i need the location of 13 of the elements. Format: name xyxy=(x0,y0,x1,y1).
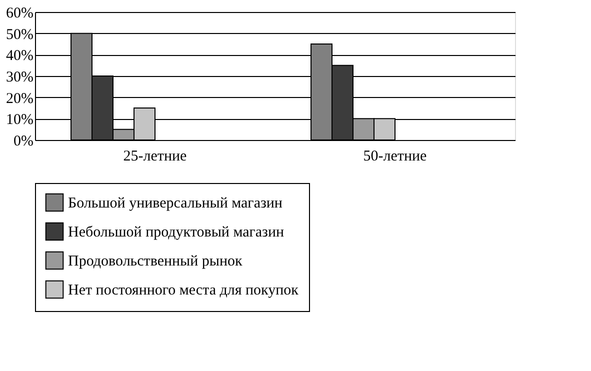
legend-label: Большой универсальный магазин xyxy=(68,196,282,212)
y-tick-label: 40% xyxy=(6,48,34,64)
y-tick-label: 50% xyxy=(6,26,34,43)
y-tick-label: 60% xyxy=(6,6,34,22)
x-tick-label: 50-летние xyxy=(363,148,428,164)
y-tick-label: 0% xyxy=(14,134,34,150)
x-tick-label: 25-летние xyxy=(123,148,188,164)
y-tick-label: 10% xyxy=(6,112,34,128)
legend-label: Небольшой продуктовый магазин xyxy=(68,224,284,240)
legend-label: Продовольственный рынок xyxy=(68,254,244,270)
y-tick-label: 30% xyxy=(6,70,34,86)
legend-label: Нет постоянного места для покупок xyxy=(68,282,300,298)
y-tick-label: 20% xyxy=(6,90,34,107)
